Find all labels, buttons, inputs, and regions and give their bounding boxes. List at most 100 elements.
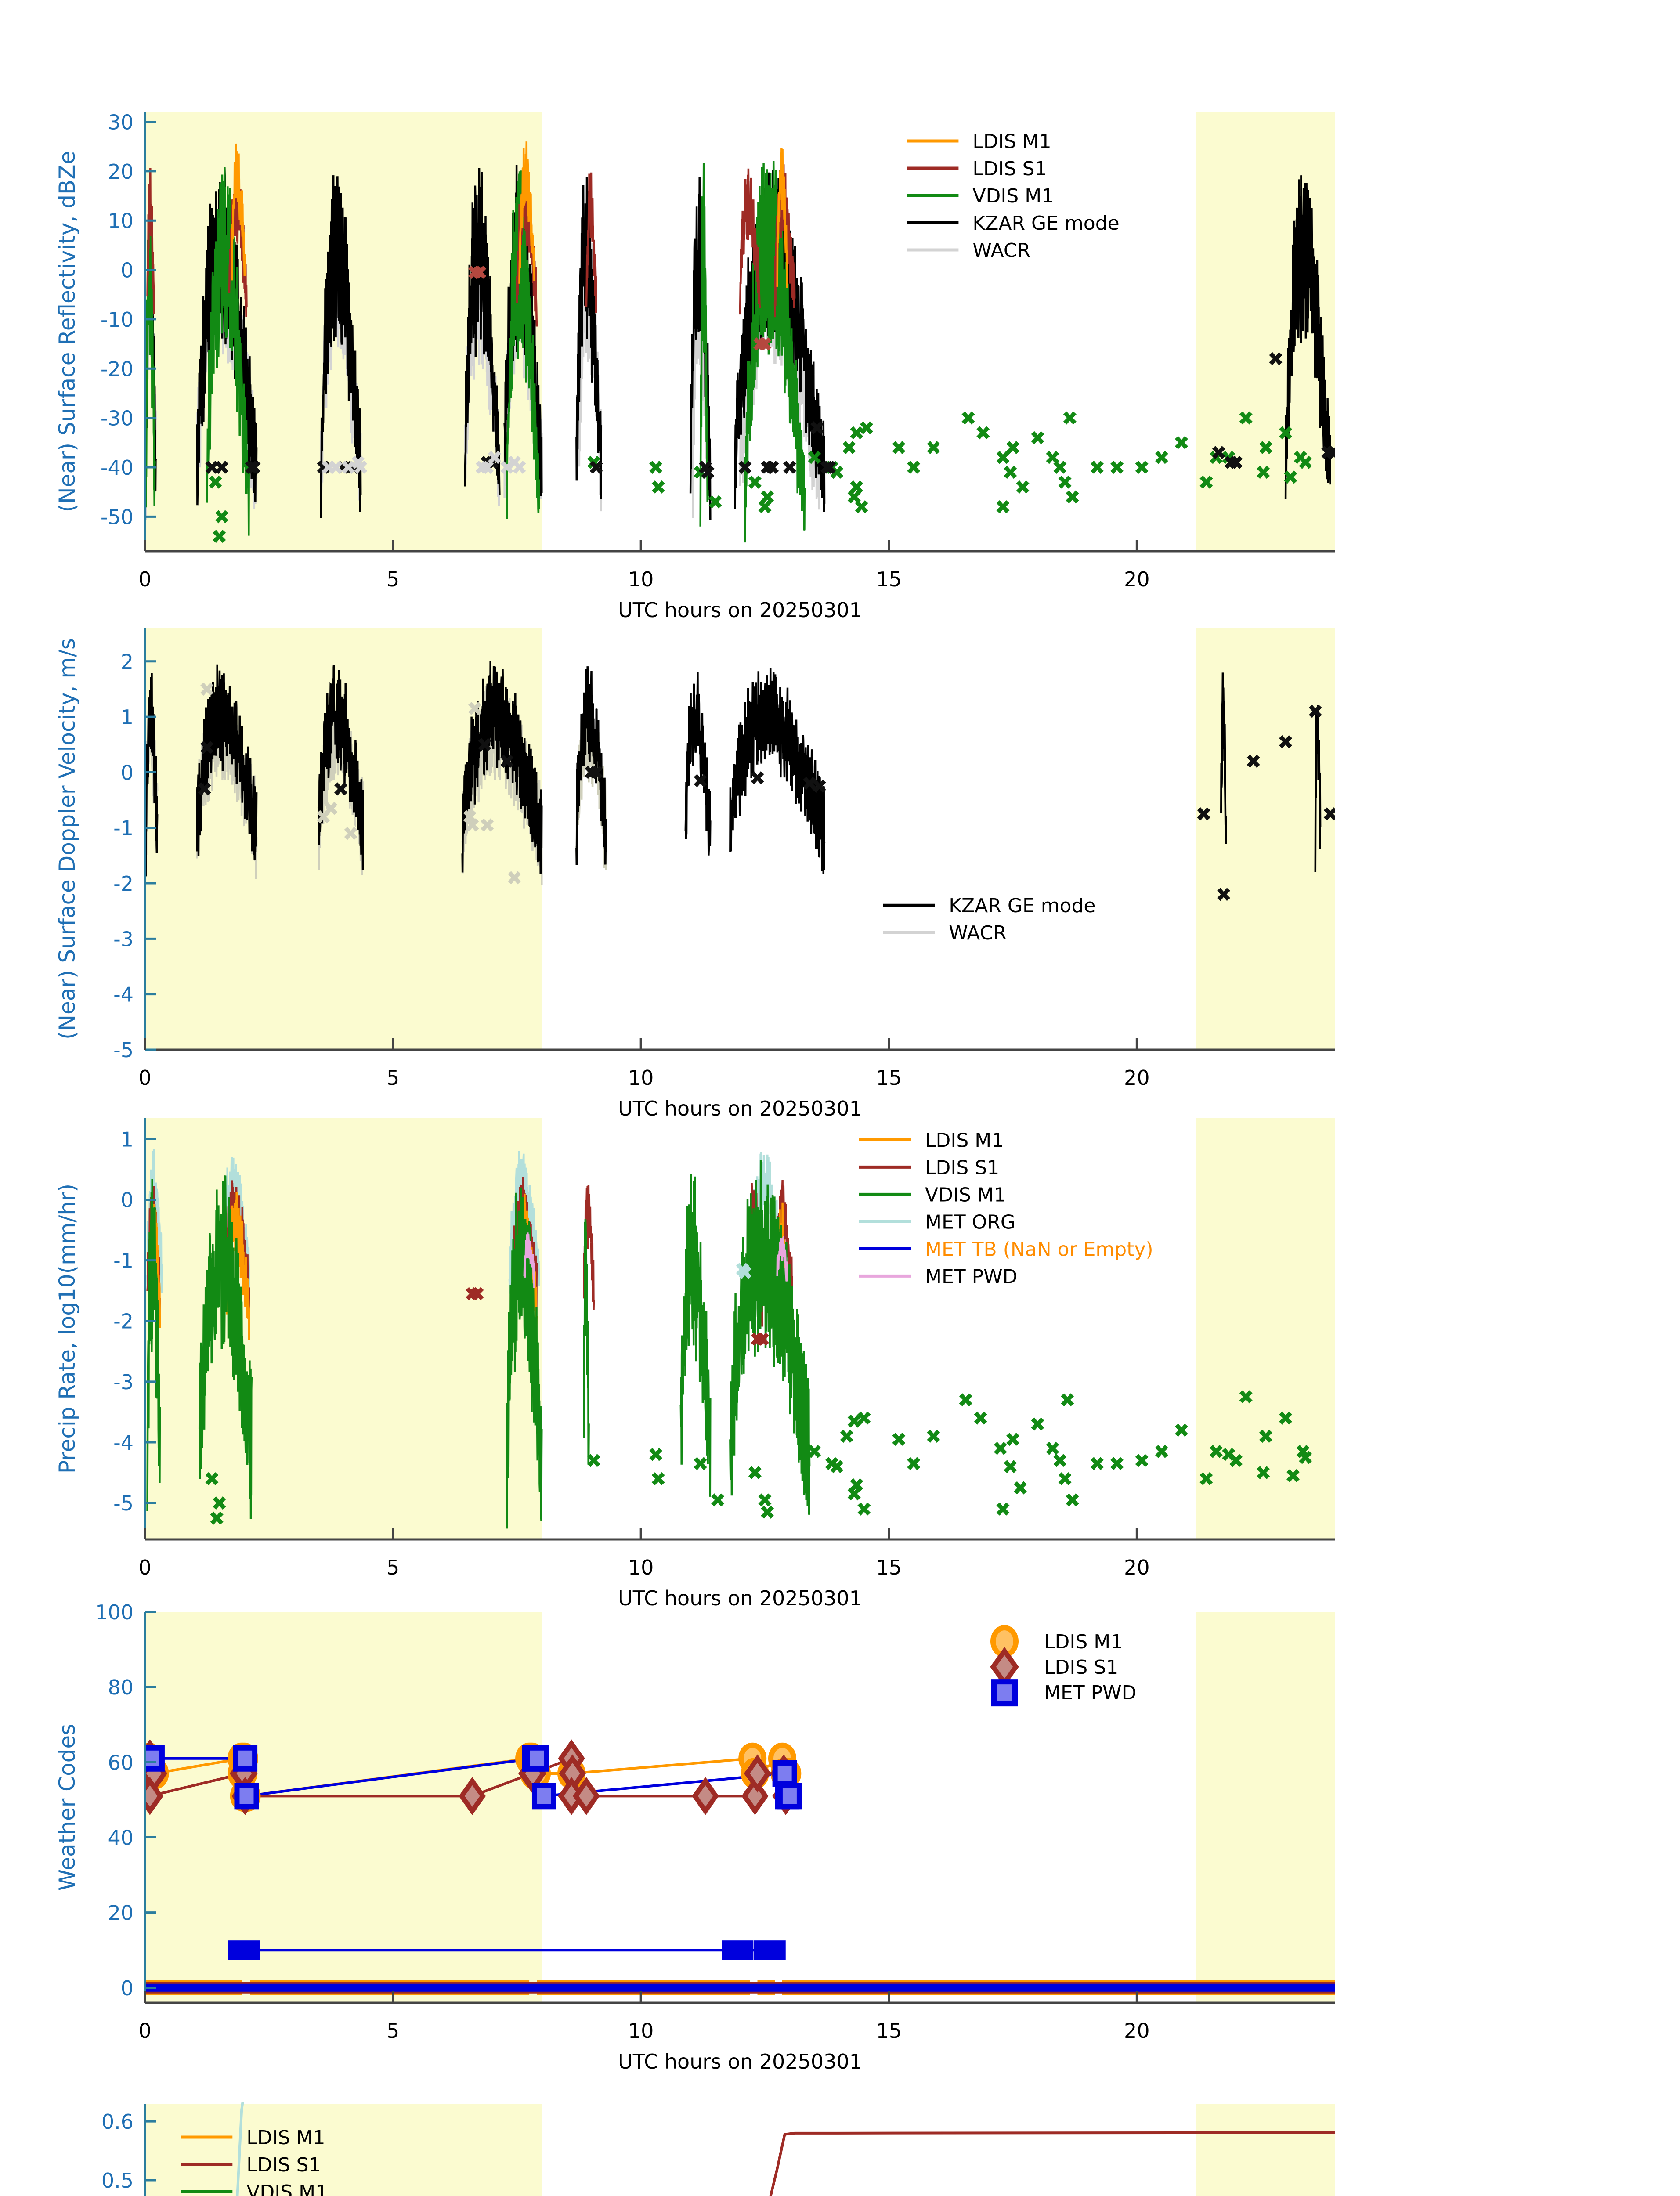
marker-vdis-m1-x	[694, 1457, 707, 1470]
point-ldis-s1	[692, 1777, 719, 1815]
point-met-pwd-code-10	[722, 1940, 754, 1960]
marker-vdis-m1-x	[842, 441, 856, 455]
marker-met-org-x	[738, 1266, 752, 1279]
y-tick-label: 0	[121, 259, 134, 282]
marker-kzar-ge-mode-x	[1269, 352, 1283, 365]
marker-vdis-m1-x	[1239, 411, 1253, 425]
marker-vdis-m1-x	[1061, 1393, 1074, 1407]
x-tick-label: 10	[628, 567, 654, 591]
y-tick-label: -3	[113, 927, 134, 951]
marker-vdis-m1-x	[1063, 411, 1077, 425]
series-line-kzar-ge-mode	[145, 661, 1322, 877]
legend-label: MET PWD	[1044, 1682, 1137, 1704]
shaded-region-1	[1196, 628, 1335, 1050]
point-ldis-s1	[573, 1777, 600, 1815]
point-met-pwd-code-10	[228, 1940, 260, 1960]
marker-vdis-m1-x	[1293, 451, 1307, 464]
marker-kzar-ge-mode-x	[1279, 735, 1293, 748]
marker-kzar-ge-mode-x	[766, 460, 779, 474]
marker-vdis-m1-x	[996, 1502, 1010, 1516]
legend-label: LDIS M1	[246, 2127, 325, 2149]
marker-vdis-m1-x	[1091, 1457, 1104, 1470]
marker-vdis-m1-x	[1279, 426, 1293, 440]
y-tick-label: -10	[101, 308, 134, 332]
marker-vdis-m1-x	[830, 1460, 844, 1474]
x-axis-label: UTC hours on 20250301	[618, 598, 862, 622]
marker-vdis-m1-x	[1135, 1454, 1149, 1467]
marker-vdis-m1-x	[213, 1496, 226, 1510]
x-tick-label: 10	[628, 1556, 654, 1579]
marker-kzar-ge-mode-x	[334, 782, 348, 796]
marker-vdis-m1-x	[209, 475, 222, 489]
legend: LDIS M1 LDIS S1 MET PWD	[990, 1625, 1137, 1707]
y-tick-label: 0	[121, 761, 134, 784]
marker-vdis-m1-x	[1135, 460, 1149, 474]
shaded-region-0	[145, 1612, 542, 2003]
y-axis-label: Precip Rate, log10(mm/hr)	[54, 1184, 80, 1474]
marker-kzar-ge-mode-x	[589, 766, 603, 779]
x-tick-label: 0	[138, 567, 151, 591]
marker-vdis-m1-x	[961, 411, 975, 425]
marker-vdis-m1-x	[1210, 1445, 1223, 1458]
legend-label: LDIS S1	[972, 158, 1047, 180]
marker-vdis-m1-x	[847, 1487, 861, 1501]
point-ldis-s1	[741, 1777, 769, 1815]
marker-vdis-m1-x	[1257, 466, 1270, 479]
marker-vdis-m1-x	[1229, 1454, 1243, 1467]
y-axis-label: (Near) Surface Reflectivity, dBZe	[54, 151, 80, 513]
marker-vdis-m1-x	[587, 1454, 600, 1467]
legend-label: KZAR GE mode	[972, 212, 1119, 235]
marker-wacr-x	[481, 818, 494, 832]
legend-label: LDIS S1	[1044, 1656, 1118, 1679]
x-tick-label: 10	[628, 2019, 654, 2043]
point-met-pwd	[531, 1783, 556, 1810]
marker-vdis-m1-x	[1004, 1460, 1017, 1474]
marker-kzar-ge-mode-x	[694, 774, 707, 787]
point-met-pwd-code-10	[754, 1940, 786, 1960]
marker-vdis-m1-x	[892, 441, 906, 455]
plot-area	[145, 141, 1335, 543]
marker-vdis-m1-x	[1110, 460, 1124, 474]
marker-vdis-m1-x	[1257, 1466, 1270, 1480]
legend-swatch-diamond	[990, 1647, 1019, 1687]
marker-kzar-ge-mode-x	[751, 771, 764, 785]
x-tick-label: 10	[628, 1066, 654, 1090]
y-tick-label: 100	[95, 1600, 134, 1624]
marker-kzar-ge-mode-x	[1326, 446, 1335, 459]
marker-vdis-m1-x	[761, 1505, 774, 1519]
shaded-region-1	[1196, 1612, 1335, 2003]
marker-kzar-ge-mode-x	[701, 466, 715, 479]
y-tick-label: 0.6	[101, 2110, 134, 2134]
marker-vdis-m1-x	[748, 475, 762, 489]
legend-label: VDIS M1	[972, 185, 1054, 207]
point-ldis-s1	[744, 1754, 771, 1793]
marker-vdis-m1-x	[651, 480, 665, 494]
x-axis-label: UTC hours on 20250301	[618, 2050, 862, 2073]
marker-vdis-m1-x	[1046, 1441, 1059, 1455]
marker-vdis-m1-x	[758, 500, 772, 513]
legend-swatch-square	[991, 1679, 1018, 1707]
marker-vdis-m1-x	[1016, 480, 1030, 494]
legend-label: MET ORG	[925, 1211, 1015, 1233]
y-tick-label: 1	[121, 1127, 134, 1151]
series-line-met-pwd	[523, 1232, 788, 1288]
marker-vdis-m1-x	[1239, 1390, 1253, 1404]
marker-vdis-m1-x	[1259, 441, 1272, 455]
marker-vdis-m1-x	[927, 441, 940, 455]
marker-vdis-m1-x	[1006, 441, 1020, 455]
point-met-pwd	[145, 1745, 165, 1772]
x-tick-label: 20	[1124, 567, 1150, 591]
y-tick-label: -4	[113, 983, 134, 1007]
point-met-pwd	[234, 1783, 259, 1810]
marker-vdis-m1-x	[1110, 1457, 1124, 1470]
marker-vdis-m1-x	[1046, 451, 1059, 464]
y-tick-label: 40	[108, 1826, 134, 1849]
marker-vdis-m1-x	[711, 1493, 725, 1507]
y-tick-label: -4	[113, 1431, 134, 1455]
legend-label: LDIS M1	[972, 130, 1051, 153]
marker-kzar-ge-mode-x	[813, 780, 826, 793]
marker-vdis-m1-x	[1286, 1469, 1300, 1482]
marker-vdis-m1-x	[708, 495, 722, 509]
marker-vdis-m1-x	[1013, 1481, 1027, 1495]
